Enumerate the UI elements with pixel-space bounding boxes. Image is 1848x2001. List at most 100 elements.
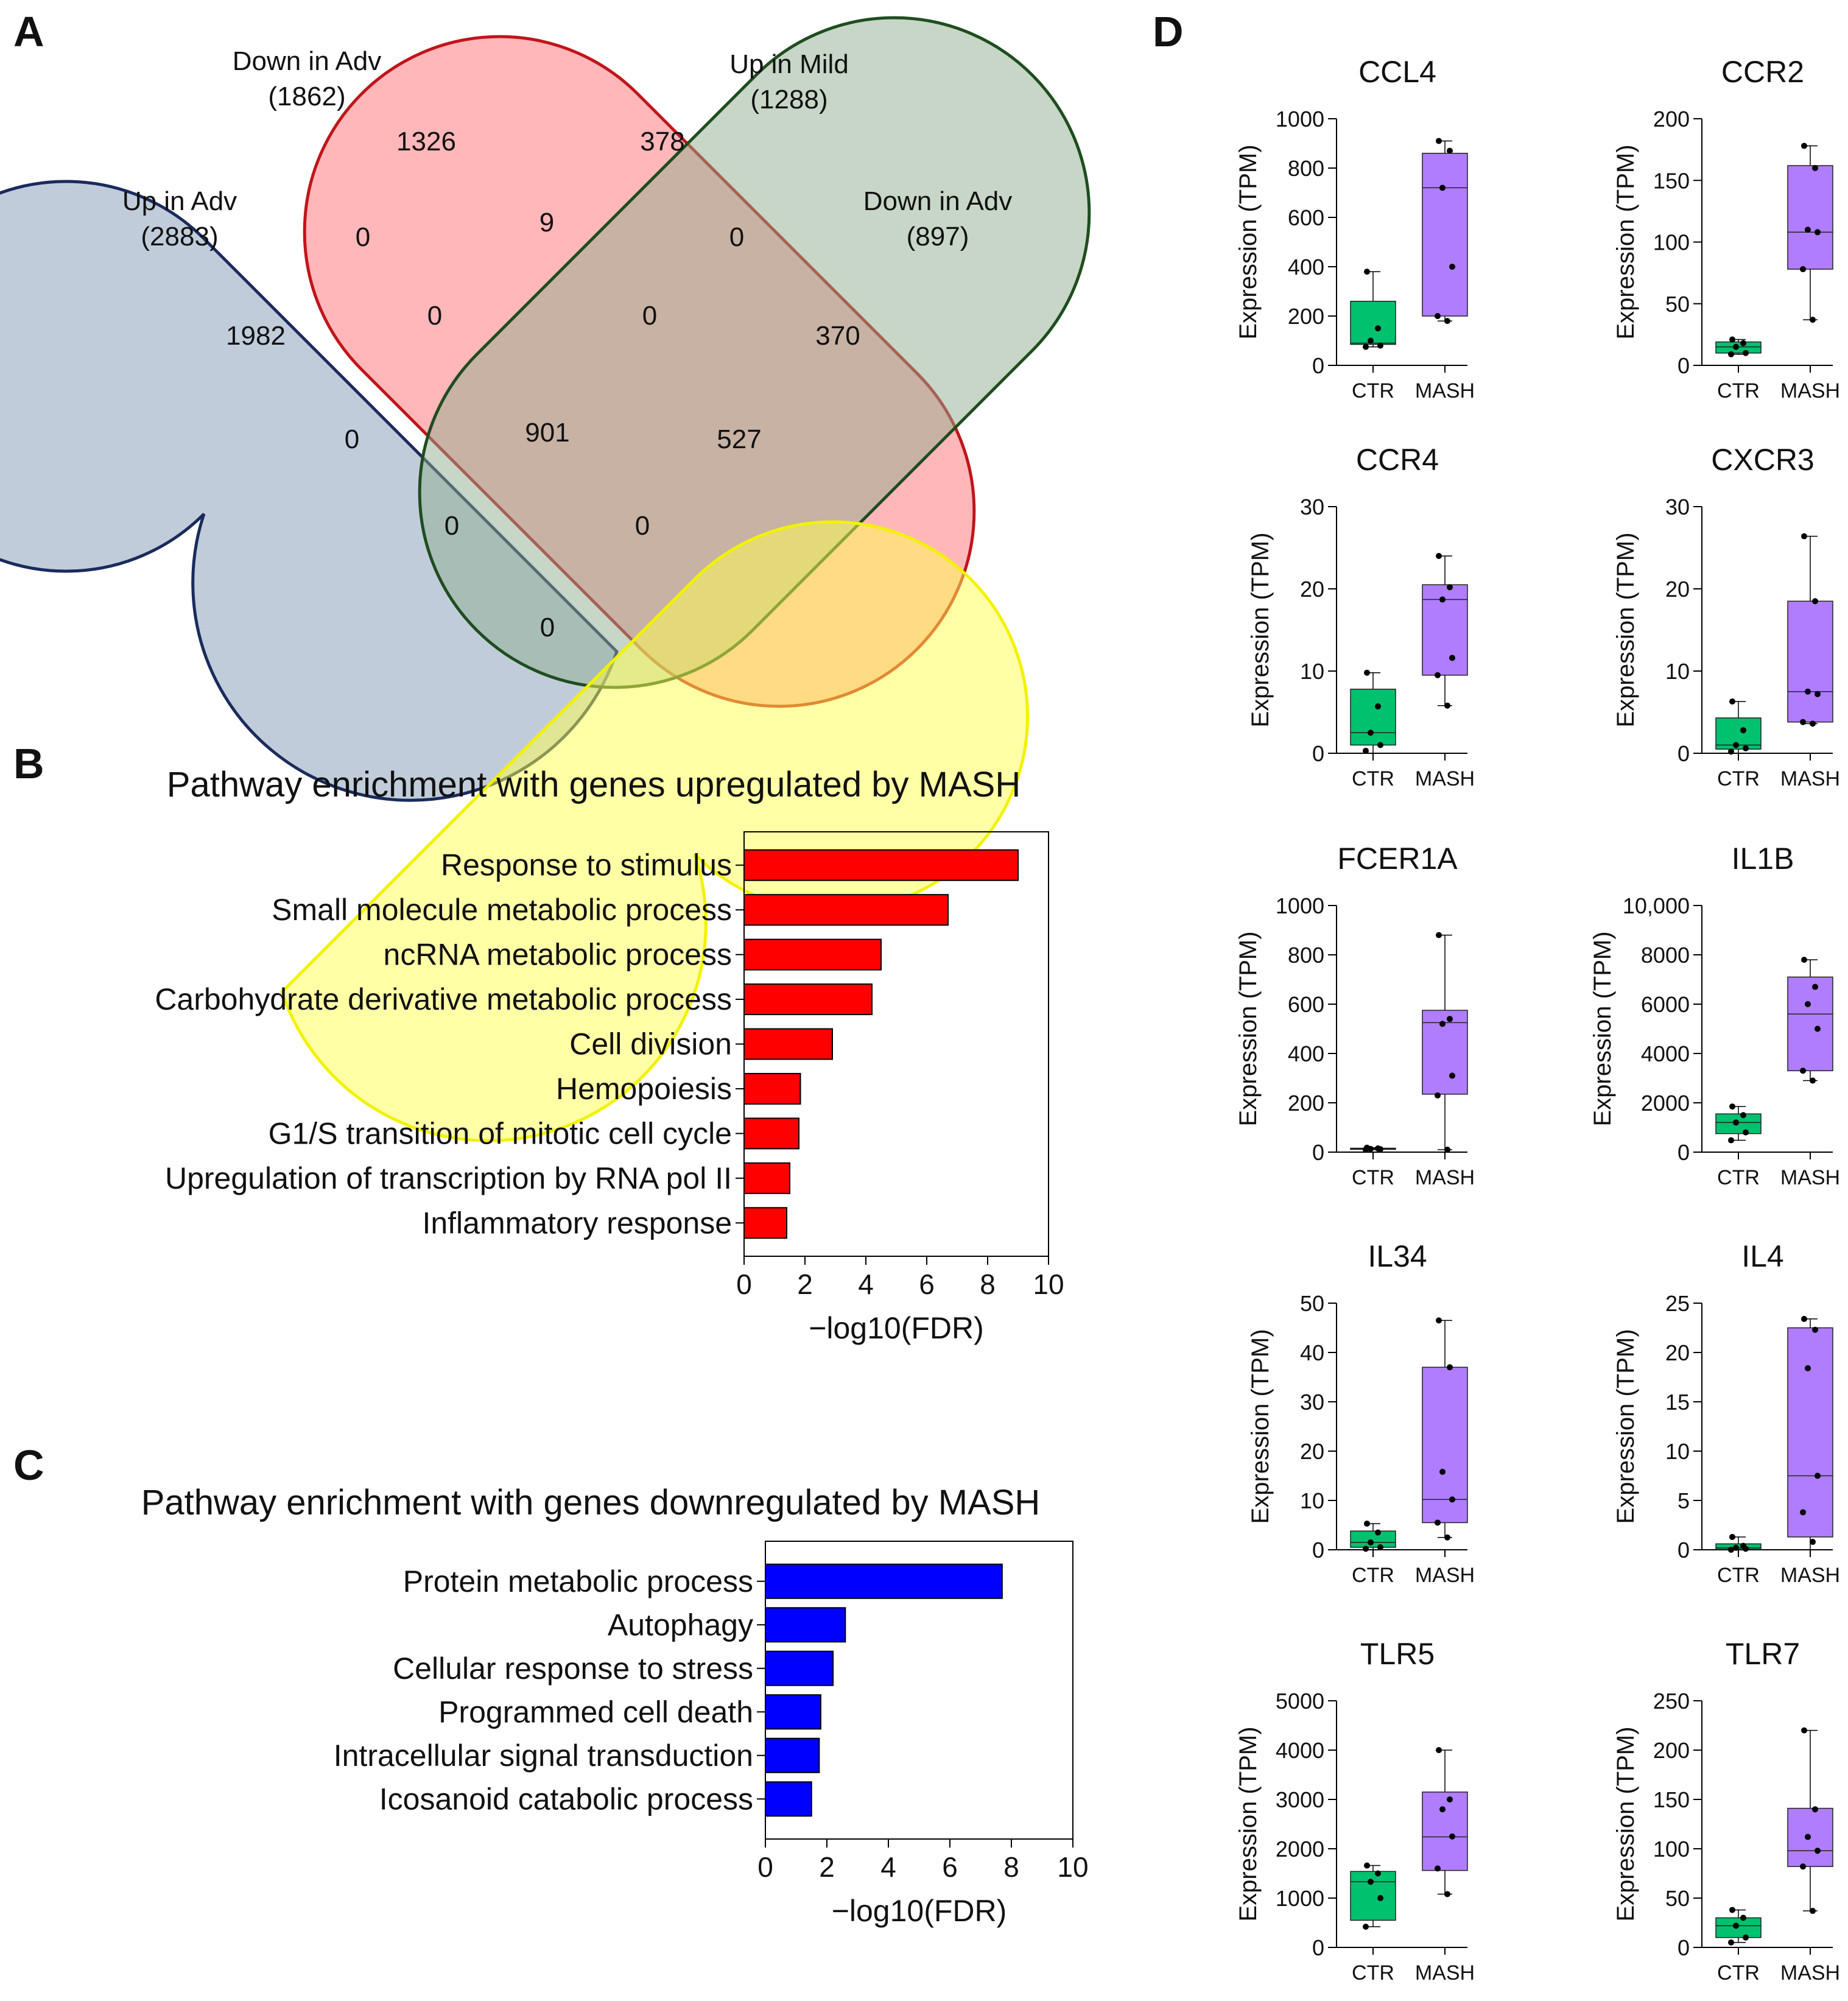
data-point — [1815, 1472, 1821, 1479]
venn-region-count: 0 — [427, 301, 442, 331]
group-label: CTR — [1717, 1166, 1760, 1189]
data-point — [1815, 1025, 1821, 1032]
y-tick-label: 40 — [1300, 1340, 1324, 1365]
x-tick-label: 2 — [819, 1851, 835, 1883]
group-label: MASH — [1415, 767, 1475, 790]
data-point — [1812, 165, 1818, 171]
y-tick-label: 0 — [1678, 1935, 1690, 1960]
y-tick-label: 200 — [1653, 1738, 1690, 1763]
bar — [743, 1207, 787, 1239]
data-point — [1447, 147, 1453, 154]
y-tick-label: 20 — [1665, 1340, 1690, 1365]
data-point — [1810, 1908, 1816, 1915]
data-point — [1805, 1001, 1811, 1007]
data-point — [1364, 1862, 1370, 1869]
venn-region-count: 378 — [640, 127, 684, 156]
gene-title: IL1B — [1732, 842, 1794, 876]
data-point — [1801, 1315, 1807, 1322]
data-point — [1439, 596, 1446, 603]
chart-title: Pathway enrichment with genes upregulate… — [167, 765, 1021, 804]
box — [1787, 165, 1833, 270]
gene-title: TLR7 — [1726, 1637, 1800, 1671]
panel-label-a: A — [13, 8, 44, 55]
panel-label-c: C — [13, 1441, 44, 1489]
gene-title: CCR4 — [1356, 443, 1439, 477]
data-point — [1733, 343, 1739, 350]
venn-set-name: Down in Adv — [863, 186, 1013, 216]
y-tick-label: 5000 — [1276, 1689, 1324, 1714]
venn-labels: Up in Adv (2883) Down in Adv (1862) Up in Mi… — [122, 46, 1012, 642]
y-tick-label: 50 — [1665, 292, 1690, 317]
y-tick-label: 50 — [1665, 1886, 1690, 1911]
category-label: Upregulation of transcription by RNA pol… — [165, 1161, 732, 1195]
data-point — [1743, 350, 1749, 356]
y-tick-label: 50 — [1300, 1291, 1324, 1316]
data-point — [1810, 317, 1816, 323]
bar — [743, 983, 873, 1016]
y-tick-label: 0 — [1312, 1140, 1324, 1165]
data-point — [1364, 269, 1370, 275]
data-point — [1743, 1934, 1749, 1941]
data-point — [1444, 1534, 1450, 1541]
data-point — [1733, 1544, 1739, 1551]
box — [1422, 1792, 1468, 1871]
y-tick-label: 5 — [1678, 1488, 1690, 1513]
box — [1787, 976, 1833, 1072]
data-point — [1447, 584, 1453, 591]
venn-region-count: 0 — [642, 301, 657, 331]
y-tick-label: 250 — [1653, 1689, 1690, 1714]
group-label: CTR — [1352, 767, 1394, 790]
y-axis-label: Expression (TPM) — [1612, 1329, 1639, 1524]
category-label: G1/S transition of mitotic cell cycle — [269, 1116, 732, 1150]
venn-region-count: 0 — [540, 613, 555, 642]
box-panel-cxcr3: CXCR3 0 10 20 30 Expression (TPM) CTR MASH — [1612, 443, 1840, 790]
category-label: Programmed cell death — [438, 1695, 753, 1729]
box — [1350, 1530, 1396, 1548]
x-tick-label: 4 — [880, 1851, 896, 1883]
data-point — [1800, 1863, 1806, 1870]
y-tick-label: 3000 — [1276, 1787, 1324, 1812]
bar — [743, 1028, 833, 1060]
data-point — [1805, 227, 1811, 233]
data-point — [1740, 340, 1746, 346]
data-point — [1375, 1870, 1381, 1877]
data-point — [1740, 1915, 1746, 1921]
bar — [743, 938, 882, 971]
x-axis-label: −log10(FDR) — [832, 1894, 1007, 1928]
data-point — [1800, 719, 1806, 725]
y-tick-label: 0 — [1678, 1538, 1690, 1563]
venn-set-name: Up in Adv — [122, 186, 237, 216]
data-point — [1377, 342, 1383, 349]
y-tick-label: 0 — [1312, 741, 1324, 766]
box — [1350, 1871, 1396, 1921]
data-point — [1800, 1067, 1806, 1074]
data-point — [1805, 1834, 1811, 1840]
data-point — [1368, 730, 1374, 736]
x-tick-label: 2 — [797, 1268, 813, 1300]
y-tick-label: 150 — [1653, 168, 1690, 193]
y-tick-label: 2000 — [1641, 1091, 1690, 1116]
y-tick-label: 400 — [1288, 255, 1324, 280]
data-point — [1368, 337, 1374, 344]
y-axis-label: Expression (TPM) — [1612, 1726, 1639, 1921]
data-point — [1447, 1016, 1453, 1022]
y-tick-label: 0 — [1678, 1140, 1690, 1165]
category-label: Small molecule metabolic process — [272, 893, 732, 927]
x-axis-label: −log10(FDR) — [809, 1311, 984, 1345]
y-axis-label: Expression (TPM) — [1235, 144, 1262, 339]
box-panel-ccr4: CCR4 0 10 20 30 Expression (TPM) CTR MASH — [1247, 443, 1475, 790]
data-point — [1729, 336, 1735, 343]
data-point — [1810, 1539, 1816, 1546]
data-point — [1728, 1137, 1734, 1144]
bar — [743, 1117, 799, 1150]
y-tick-label: 6000 — [1641, 992, 1690, 1017]
group-label: CTR — [1717, 1564, 1760, 1587]
data-point — [1435, 313, 1441, 319]
category-label: Autophagy — [608, 1608, 753, 1642]
y-tick-label: 400 — [1288, 1041, 1324, 1066]
x-tick-label: 6 — [942, 1851, 958, 1883]
venn-set-down-in-adv-2 — [280, 520, 1030, 1142]
data-point — [1728, 1547, 1734, 1553]
data-point — [1436, 1317, 1442, 1324]
